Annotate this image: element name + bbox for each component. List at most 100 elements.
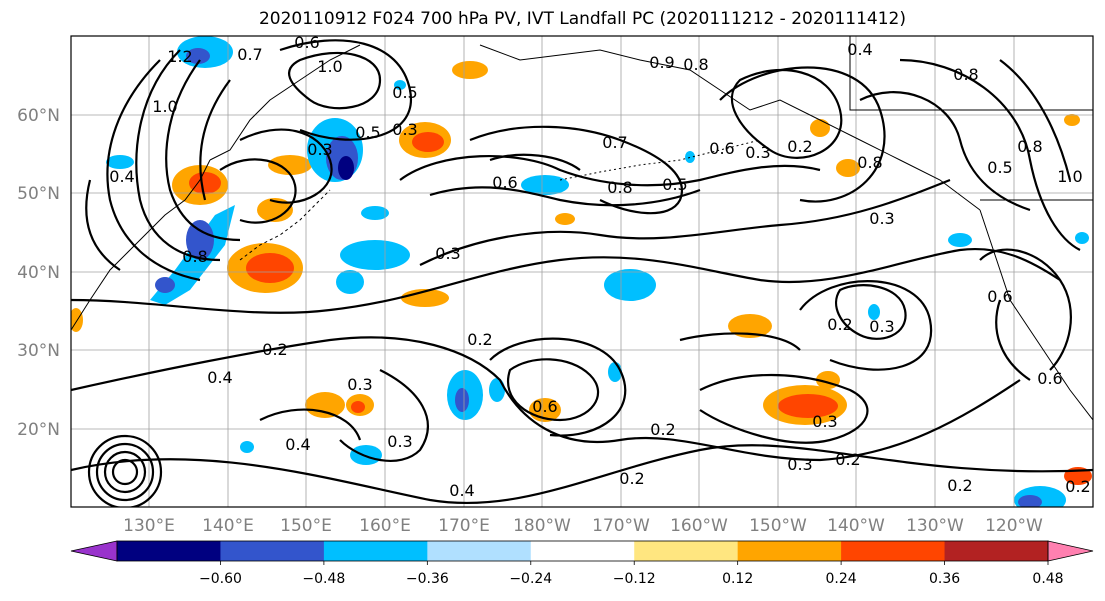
contour-label: 0.5 bbox=[355, 123, 380, 142]
contour-line bbox=[219, 158, 297, 224]
negative-anomaly bbox=[489, 378, 505, 402]
positive-anomaly bbox=[778, 394, 838, 418]
contour-label: 0.8 bbox=[953, 65, 978, 84]
longitude-label: 120°W bbox=[985, 516, 1043, 536]
contour-label: 0.4 bbox=[285, 435, 310, 454]
contour-label: 0.8 bbox=[683, 55, 708, 74]
graticule bbox=[71, 36, 1093, 507]
contour-label: 1.2 bbox=[167, 47, 192, 66]
negative-anomaly bbox=[685, 151, 695, 163]
na-west-coast bbox=[979, 209, 1093, 421]
longitude-label: 160°E bbox=[359, 516, 411, 536]
colorbar-tick-label: −0.12 bbox=[613, 571, 656, 587]
colorbar-bin bbox=[323, 541, 428, 561]
contour-line bbox=[199, 79, 231, 201]
colorbar-frame bbox=[116, 540, 1049, 562]
contour-label: 1.0 bbox=[1057, 167, 1082, 186]
colorbar-bin bbox=[220, 541, 325, 561]
siberia-coast bbox=[209, 44, 361, 161]
latitude-label: 40°N bbox=[17, 263, 60, 283]
latitude-label: 20°N bbox=[17, 420, 60, 440]
colorbar-tick-label: −0.60 bbox=[199, 571, 242, 587]
longitude-label: 180°W bbox=[513, 516, 571, 536]
colorbar-tick-label: 0.48 bbox=[1032, 571, 1063, 587]
contour-line bbox=[429, 186, 701, 207]
contour-label: 1.0 bbox=[317, 57, 342, 76]
negative-anomaly bbox=[186, 220, 214, 260]
contour-line bbox=[95, 442, 155, 502]
contour-line bbox=[979, 248, 1072, 371]
contour-line bbox=[899, 58, 1081, 251]
asia-coast bbox=[71, 159, 211, 331]
contour-line bbox=[339, 369, 429, 462]
contour-label: 0.2 bbox=[835, 450, 860, 469]
positive-anomaly bbox=[452, 61, 488, 79]
longitude-label: 150°E bbox=[280, 516, 332, 536]
colorbar-extend-min bbox=[70, 540, 118, 562]
negative-anomaly bbox=[394, 80, 406, 90]
colorbar-bin bbox=[117, 541, 221, 561]
negative-anomaly bbox=[361, 206, 389, 220]
colorbar-bin bbox=[944, 541, 1049, 561]
colorbar-tick-label: 0.12 bbox=[722, 571, 753, 587]
positive-anomaly bbox=[268, 155, 312, 175]
contour-label: 0.6 bbox=[492, 173, 517, 192]
contour-line bbox=[165, 59, 241, 242]
contour-label: 0.3 bbox=[347, 375, 372, 394]
contour-line bbox=[507, 358, 600, 422]
contour-line bbox=[469, 125, 683, 215]
contour-label: 0.3 bbox=[869, 209, 894, 228]
contour-line bbox=[799, 280, 933, 371]
contour-label: 0.2 bbox=[619, 469, 644, 488]
colorbar-bin bbox=[427, 541, 532, 561]
negative-anomaly bbox=[350, 445, 382, 465]
latitude-labels: 20°N 30°N 40°N 50°N 60°N bbox=[17, 106, 60, 440]
longitude-label: 170°E bbox=[438, 516, 490, 536]
contour-label: 0.8 bbox=[182, 247, 207, 266]
contour-label: 0.3 bbox=[812, 412, 837, 431]
colorbar-tick-label: 0.24 bbox=[826, 571, 857, 587]
shading-layer bbox=[71, 36, 1092, 507]
longitude-label: 150°W bbox=[749, 516, 807, 536]
positive-anomaly bbox=[189, 172, 221, 194]
contour-line bbox=[699, 373, 869, 444]
positive-anomaly bbox=[246, 253, 294, 283]
negative-anomaly bbox=[336, 270, 364, 294]
pv-contours bbox=[71, 39, 1093, 507]
latitude-label: 60°N bbox=[17, 106, 60, 126]
positive-anomaly bbox=[555, 213, 575, 225]
contour-label: 0.2 bbox=[262, 340, 287, 359]
contour-label: 0.4 bbox=[207, 368, 232, 387]
longitude-label: 160°W bbox=[670, 516, 728, 536]
positive-anomaly bbox=[351, 401, 365, 413]
contour-label: 0.8 bbox=[1017, 137, 1042, 156]
contour-label: 0.2 bbox=[787, 137, 812, 156]
positive-anomaly bbox=[836, 159, 860, 177]
colorbar-bin bbox=[841, 541, 946, 561]
japan-coast bbox=[239, 189, 331, 261]
contour-line bbox=[279, 39, 413, 141]
contour-label: 0.2 bbox=[650, 420, 675, 439]
contour-line bbox=[259, 408, 362, 441]
alaska-coast bbox=[479, 44, 981, 211]
contour-label: 0.5 bbox=[392, 83, 417, 102]
contour-line bbox=[859, 91, 1031, 212]
contour-line bbox=[834, 284, 907, 340]
colorbar-bin bbox=[737, 541, 842, 561]
contour-line bbox=[85, 179, 121, 271]
contour-labels: 0.6 1.0 0.7 1.2 1.0 0.3 0.5 0.3 0.7 0.6 0.8 0.5 0.3 0… bbox=[109, 33, 1090, 500]
contour-label: 0.7 bbox=[237, 45, 262, 64]
map-panel bbox=[71, 36, 1093, 507]
contour-line bbox=[419, 178, 951, 266]
negative-anomaly bbox=[868, 304, 880, 320]
contour-label: 0.2 bbox=[947, 476, 972, 495]
contour-line bbox=[489, 337, 627, 437]
negative-anomaly bbox=[338, 156, 354, 180]
contour-label: 0.3 bbox=[869, 317, 894, 336]
contour-label: 1.0 bbox=[152, 97, 177, 116]
negative-anomaly bbox=[948, 233, 972, 247]
positive-anomaly bbox=[305, 392, 345, 418]
colorbar-bin bbox=[634, 541, 739, 561]
contour-label: 0.6 bbox=[294, 33, 319, 52]
